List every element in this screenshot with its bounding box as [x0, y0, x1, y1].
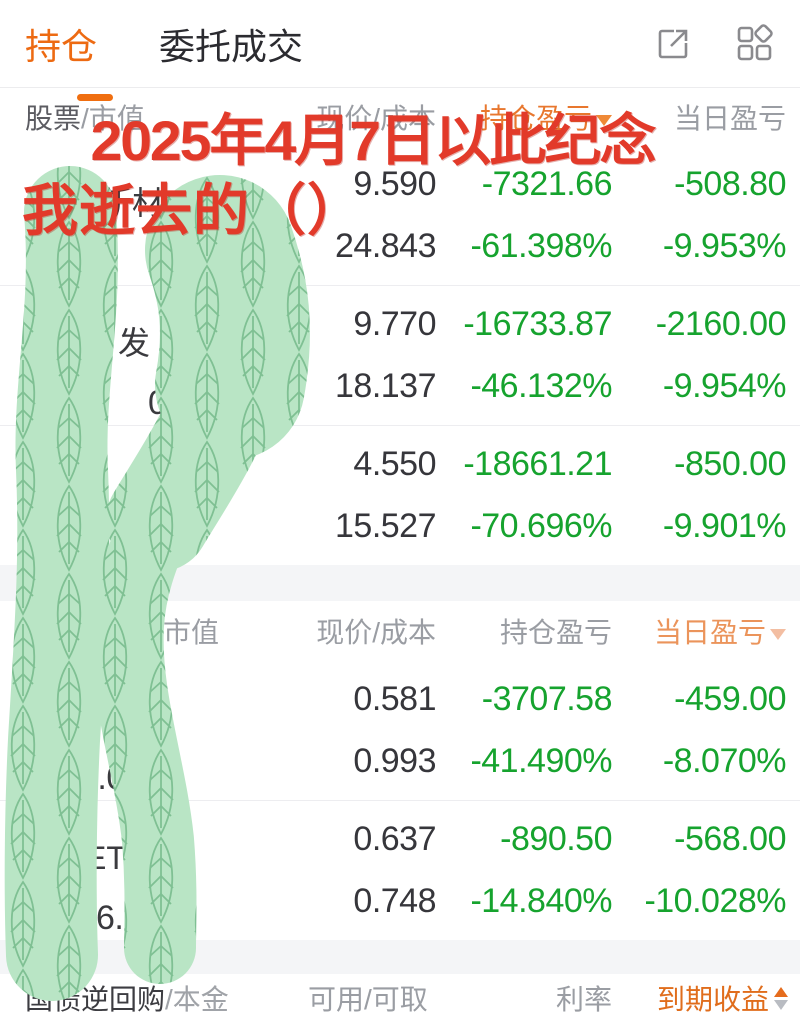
repo-table-header: 国债逆回购/本金 可用/可取 利率 到期收益 — [0, 974, 800, 1022]
fund-name-fragment: ET — [85, 840, 126, 876]
cost-price: 0.993 — [353, 742, 436, 780]
position-pl-pct: -70.696% — [470, 507, 612, 545]
position-pl-value: -7321.66 — [481, 165, 613, 203]
fund-row-1[interactable]: 9.0 0.581 -3707.58 -459.00 0.993 -41.490… — [0, 661, 800, 801]
column-daily-pl[interactable]: 当日盈亏 — [612, 97, 786, 137]
cost-price: 18.137 — [335, 367, 437, 405]
current-price: 4.550 — [353, 445, 436, 483]
daily-pl-pct: -9.954% — [662, 367, 787, 405]
section-separator — [0, 565, 800, 601]
position-pl-value: -18661.21 — [463, 445, 612, 483]
daily-pl-value: -850.00 — [674, 445, 786, 483]
column-daily-pl-sorted[interactable]: 当日盈亏 — [612, 611, 786, 651]
position-row-2[interactable]: 发 0 9.770 -16733.87 -2160.00 18.137 -46.… — [0, 286, 800, 426]
position-pl-pct: -14.840% — [470, 882, 612, 920]
column-price-cost-label: 现价/成本 — [316, 617, 436, 648]
daily-pl-pct: -9.901% — [662, 507, 787, 545]
share-icon[interactable] — [654, 25, 692, 63]
position-pl-pct: -46.132% — [470, 367, 612, 405]
current-price: 0.581 — [353, 680, 436, 718]
column-price-cost-label: 现价/成本 — [316, 103, 436, 134]
column-position-pl[interactable]: 持仓盈亏 — [436, 611, 612, 651]
current-price: 9.590 — [353, 165, 436, 203]
column-stock-marketvalue[interactable]: 股票/市值 — [25, 97, 226, 137]
fund-row-2[interactable]: ET 6.0 0.637 -890.50 -568.00 0.748 -14.8… — [0, 801, 800, 940]
position-pl-value: -890.50 — [500, 820, 612, 858]
column-available-label: 可用/可取 — [308, 984, 428, 1015]
column-marketvalue-label: /市值 — [81, 103, 145, 134]
positions-table-header: 股票/市值 现价/成本 持仓盈亏 当日盈亏 — [0, 88, 800, 146]
current-price: 0.637 — [353, 820, 436, 858]
stock-name-fragment: 发 — [118, 325, 151, 361]
position-pl-value: -16733.87 — [463, 305, 612, 343]
daily-pl-value: -508.80 — [674, 165, 786, 203]
column-rate[interactable]: 利率 — [556, 978, 612, 1018]
column-stock-label: 股票 — [25, 103, 82, 134]
position-pl-pct: -41.490% — [470, 742, 612, 780]
position-pl-pct: -61.398% — [470, 227, 612, 265]
column-daily-pl-label: 当日盈亏 — [673, 103, 786, 134]
daily-pl-pct: -10.028% — [644, 882, 786, 920]
daily-pl-pct: -9.953% — [662, 227, 787, 265]
stock-code-fragment: 03 — [76, 244, 113, 282]
toolbar-icons — [654, 23, 776, 65]
tab-orders-trades-label: 委托成交 — [159, 25, 304, 67]
cost-price: 0.748 — [353, 882, 436, 920]
sort-asc-desc-icon — [774, 986, 788, 1010]
cost-price: 24.843 — [335, 227, 437, 265]
daily-pl-value: -568.00 — [674, 820, 786, 858]
column-maturity-yield-label: 到期收益 — [656, 984, 769, 1015]
apps-grid-icon[interactable] — [734, 23, 776, 65]
column-repo-label: 国债逆回购 — [25, 984, 166, 1015]
position-row-1[interactable]: 新材 03 9.590 -7321.66 -508.80 24.843 -61.… — [0, 146, 800, 286]
fund-code-fragment: 6.0 — [96, 899, 142, 937]
sort-desc-icon — [770, 628, 786, 640]
current-price: 9.770 — [353, 305, 436, 343]
position-row-3[interactable]: 4.550 -18661.21 -850.00 15.527 -70.696% … — [0, 426, 800, 565]
cost-price: 15.527 — [335, 507, 437, 545]
column-price-cost[interactable]: 现价/成本 — [226, 97, 436, 137]
column-daily-pl-label: 当日盈亏 — [653, 617, 766, 648]
column-rate-label: 利率 — [556, 984, 613, 1015]
column-available[interactable]: 可用/可取 — [308, 978, 428, 1018]
daily-pl-value: -2160.00 — [655, 305, 787, 343]
daily-pl-value: -459.00 — [674, 680, 786, 718]
column-position-pl-sorted[interactable]: 持仓盈亏 — [436, 97, 612, 137]
column-position-pl-label: 持仓盈亏 — [479, 103, 592, 134]
tab-positions[interactable]: 持仓 — [25, 18, 113, 101]
tab-bar: 持仓 委托成交 — [0, 0, 800, 101]
column-position-pl-label: 持仓盈亏 — [499, 617, 612, 648]
sort-desc-icon — [596, 114, 612, 126]
funds-table-header: 市值 现价/成本 持仓盈亏 当日盈亏 — [0, 601, 800, 661]
column-repo-principal[interactable]: 国债逆回购/本金 — [25, 978, 229, 1018]
active-tab-indicator — [77, 93, 113, 101]
column-maturity-yield-sorted[interactable]: 到期收益 — [657, 978, 788, 1018]
section-separator — [0, 940, 800, 974]
column-principal-label: /本金 — [165, 984, 229, 1015]
position-pl-value: -3707.58 — [481, 680, 613, 718]
tab-positions-label: 持仓 — [25, 25, 98, 67]
column-price-cost[interactable]: 现价/成本 — [226, 611, 436, 651]
fund-code-fragment: 9.0 — [79, 759, 125, 797]
stock-code-fragment: 0 — [148, 384, 167, 422]
tab-orders-trades[interactable]: 委托成交 — [159, 18, 303, 70]
daily-pl-pct: -8.070% — [662, 742, 787, 780]
column-fund-marketvalue[interactable]: 市值 — [25, 611, 226, 651]
stock-name-fragment: 新材 — [100, 185, 165, 221]
column-marketvalue-label: 市值 — [163, 617, 220, 648]
